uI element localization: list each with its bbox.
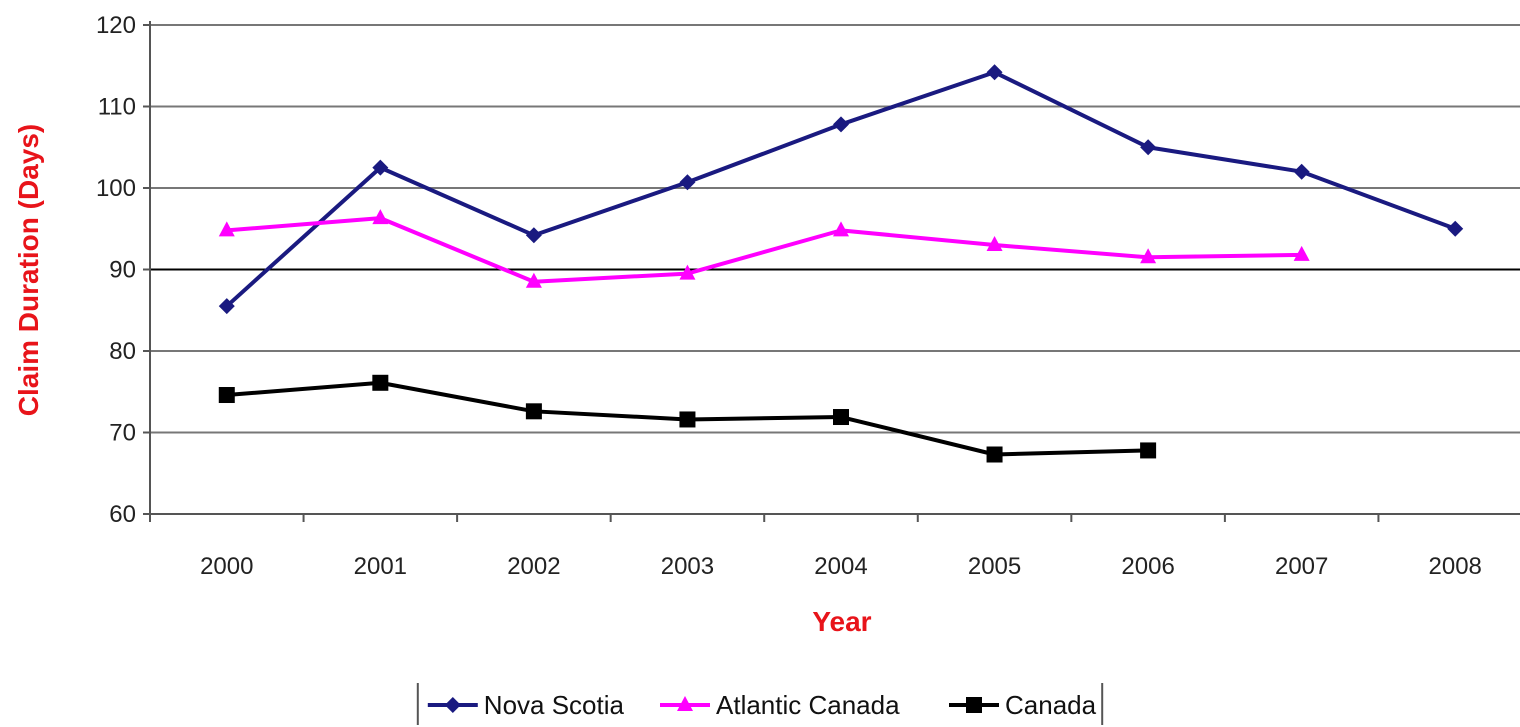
x-tick-label: 2005 bbox=[968, 553, 1021, 580]
data-point-canada bbox=[833, 409, 849, 426]
data-point-atlantic-canada bbox=[833, 221, 849, 237]
data-point-atlantic-canada bbox=[525, 272, 542, 288]
legend-marker-atlantic-canada bbox=[677, 696, 693, 711]
data-point-canada bbox=[525, 403, 542, 420]
x-tick-label: 2006 bbox=[1121, 553, 1174, 580]
data-point-atlantic-canada bbox=[1140, 248, 1157, 264]
data-point-atlantic-canada bbox=[218, 221, 235, 237]
data-point-atlantic-canada bbox=[372, 209, 389, 225]
y-tick-label: 100 bbox=[96, 175, 136, 202]
x-tick-label: 2003 bbox=[661, 553, 714, 580]
y-tick-label: 90 bbox=[109, 257, 136, 284]
legend-marker-canada bbox=[966, 697, 982, 713]
x-tick-label: 2000 bbox=[200, 553, 253, 580]
data-point-atlantic-canada bbox=[1293, 245, 1310, 261]
data-point-canada bbox=[679, 411, 696, 428]
series-canada bbox=[218, 374, 1157, 463]
axes bbox=[143, 21, 1520, 522]
data-point-canada bbox=[1140, 442, 1157, 459]
data-point-nova-scotia bbox=[1447, 220, 1464, 237]
legend-label: Atlantic Canada bbox=[716, 690, 900, 720]
x-tick-label: 2001 bbox=[354, 553, 407, 580]
y-axis-title: Claim Duration (Days) bbox=[13, 124, 44, 417]
legend-item-atlantic-canada: Atlantic Canada bbox=[660, 690, 900, 720]
data-point-atlantic-canada bbox=[986, 236, 1003, 252]
legend-marker-nova-scotia bbox=[444, 697, 461, 713]
data-point-nova-scotia bbox=[679, 174, 696, 191]
data-point-nova-scotia bbox=[372, 159, 389, 176]
series-group bbox=[218, 64, 1464, 463]
data-point-atlantic-canada bbox=[679, 264, 696, 280]
data-point-nova-scotia bbox=[833, 116, 849, 133]
x-axis-title: Year bbox=[812, 606, 871, 637]
data-point-canada bbox=[986, 446, 1003, 463]
y-tick-label: 70 bbox=[109, 420, 136, 447]
x-tick-label: 2004 bbox=[814, 553, 867, 580]
series-atlantic-canada bbox=[218, 209, 1310, 288]
x-tick-label: 2002 bbox=[507, 553, 560, 580]
series-nova-scotia bbox=[218, 64, 1464, 315]
data-point-canada bbox=[372, 374, 389, 391]
data-point-nova-scotia bbox=[986, 64, 1003, 81]
legend-item-nova-scotia: Nova Scotia bbox=[427, 690, 625, 720]
gridlines bbox=[150, 24, 1520, 434]
y-tick-label: 120 bbox=[96, 12, 136, 39]
legend: Nova Scotia Atlantic Canada Canada bbox=[416, 683, 1104, 725]
data-point-nova-scotia bbox=[1293, 163, 1310, 180]
data-point-nova-scotia bbox=[1140, 139, 1157, 156]
y-tick-label: 110 bbox=[98, 94, 136, 121]
legend-label: Nova Scotia bbox=[484, 690, 625, 720]
x-tick-label: 2007 bbox=[1275, 553, 1328, 580]
data-point-canada bbox=[218, 387, 235, 404]
x-tick-labels: 2000 2001 2002 2003 2004 2005 2006 2007 2008 bbox=[200, 553, 1482, 580]
y-tick-labels: 60 70 80 90 100 110 120 bbox=[96, 12, 136, 528]
series-line-atlantic-canada bbox=[226, 216, 1302, 284]
x-tick-label: 2008 bbox=[1429, 553, 1482, 580]
y-tick-label: 80 bbox=[109, 338, 136, 365]
legend-label: Canada bbox=[1005, 690, 1097, 720]
data-point-nova-scotia bbox=[525, 227, 542, 244]
data-point-nova-scotia bbox=[218, 298, 235, 315]
y-tick-label: 60 bbox=[109, 501, 136, 528]
legend-item-canada: Canada bbox=[949, 690, 1097, 720]
